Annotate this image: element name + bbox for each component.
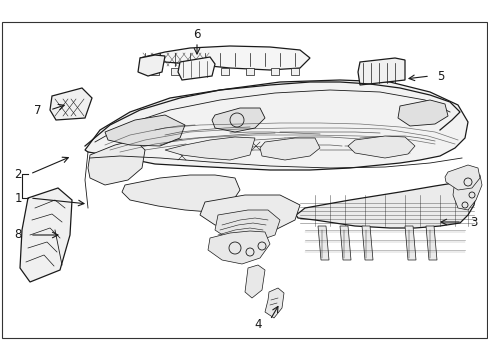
Text: 7: 7	[34, 104, 41, 117]
Polygon shape	[260, 138, 319, 160]
Polygon shape	[397, 100, 447, 126]
Polygon shape	[212, 108, 264, 132]
Polygon shape	[339, 226, 350, 260]
Polygon shape	[50, 88, 92, 120]
Polygon shape	[270, 68, 279, 75]
Text: 4: 4	[254, 319, 261, 332]
Text: 1: 1	[14, 192, 21, 204]
Polygon shape	[357, 58, 404, 85]
Polygon shape	[122, 175, 240, 212]
Polygon shape	[444, 165, 479, 190]
Polygon shape	[347, 136, 414, 158]
Text: 2: 2	[14, 167, 21, 180]
Polygon shape	[295, 182, 475, 228]
Polygon shape	[245, 68, 253, 75]
Polygon shape	[171, 68, 179, 75]
Polygon shape	[215, 210, 280, 242]
Polygon shape	[244, 265, 264, 298]
Polygon shape	[151, 68, 159, 75]
Polygon shape	[164, 137, 254, 160]
Text: 6: 6	[193, 27, 201, 40]
Polygon shape	[196, 68, 203, 75]
Polygon shape	[105, 115, 184, 146]
Text: 8: 8	[14, 229, 21, 242]
Text: 3: 3	[469, 216, 477, 229]
Polygon shape	[88, 140, 145, 185]
Polygon shape	[452, 175, 481, 210]
Polygon shape	[290, 68, 298, 75]
Polygon shape	[20, 188, 72, 282]
Polygon shape	[317, 226, 328, 260]
Polygon shape	[207, 231, 269, 264]
Polygon shape	[85, 80, 467, 170]
Polygon shape	[200, 195, 299, 230]
Polygon shape	[221, 68, 228, 75]
Polygon shape	[264, 288, 284, 318]
Text: 5: 5	[436, 69, 444, 82]
Polygon shape	[140, 46, 309, 70]
Polygon shape	[425, 226, 436, 260]
Polygon shape	[361, 226, 372, 260]
Polygon shape	[404, 226, 415, 260]
Polygon shape	[138, 55, 164, 76]
Polygon shape	[178, 57, 215, 80]
